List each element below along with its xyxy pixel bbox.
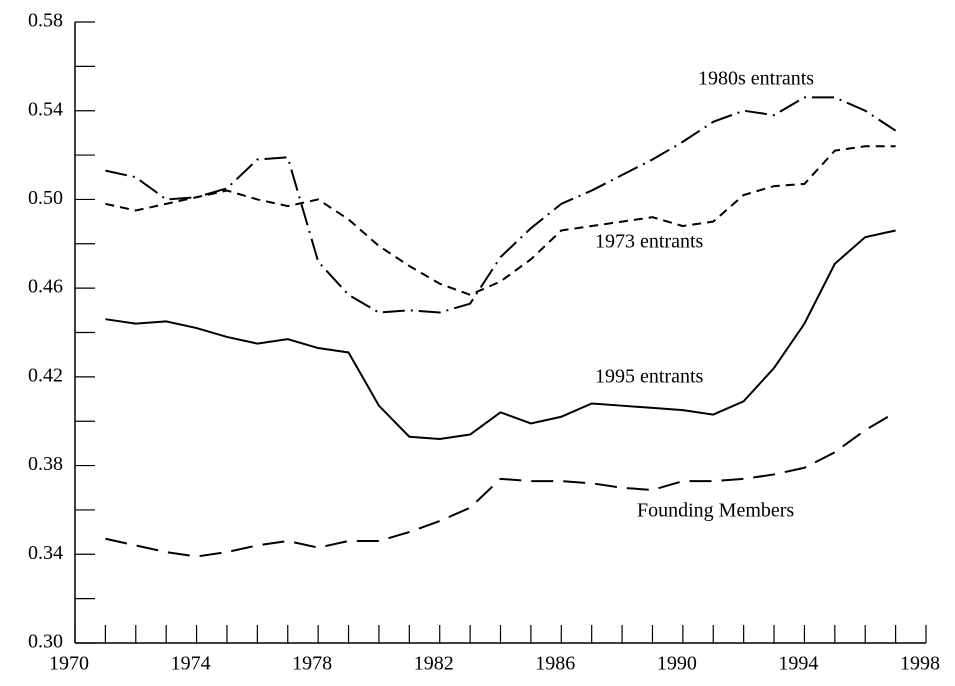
y-tick-label: 0.42: [28, 364, 63, 386]
x-tick-label: 1986: [535, 653, 575, 675]
series-line: [105, 229, 896, 440]
x-tick-label: 1998: [900, 653, 940, 675]
series-line: [105, 411, 897, 558]
y-tick-label: 0.30: [28, 631, 63, 653]
x-tick-label: 1994: [778, 653, 818, 675]
x-tick-label: 1982: [414, 653, 454, 675]
series-label: 1980s entrants: [698, 68, 814, 90]
series-line: [105, 145, 896, 296]
y-tick-label: 0.34: [28, 542, 63, 564]
series-label: 1995 entrants: [595, 366, 704, 388]
y-tick-label: 0.46: [28, 276, 63, 298]
y-tick-label: 0.50: [28, 187, 63, 209]
x-tick-label: 1970: [49, 653, 89, 675]
y-tick-label: 0.54: [28, 98, 63, 120]
y-tick-label: 0.38: [28, 453, 63, 475]
y-tick-label: 0.58: [28, 10, 63, 32]
series-label: Founding Members: [637, 500, 794, 522]
x-tick-label: 1978: [292, 653, 332, 675]
x-tick-label: 1990: [657, 653, 697, 675]
series-label: 1973 entrants: [595, 231, 704, 253]
x-tick-label: 1974: [171, 653, 211, 675]
series-line: [105, 96, 897, 314]
